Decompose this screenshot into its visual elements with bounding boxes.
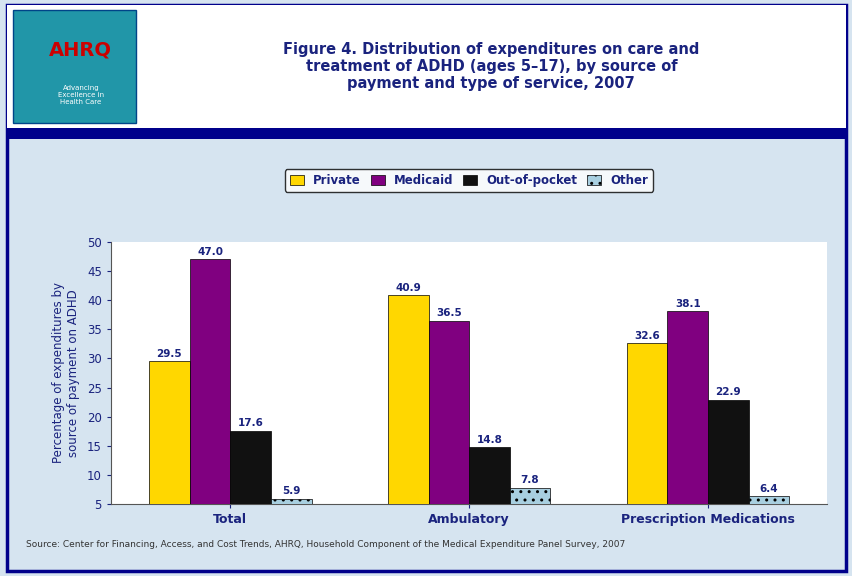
Bar: [707, 400, 748, 533]
Text: 29.5: 29.5: [157, 349, 182, 359]
Bar: [271, 499, 311, 533]
Bar: [509, 488, 550, 533]
Text: 5.9: 5.9: [282, 486, 300, 497]
Text: 6.4: 6.4: [758, 483, 777, 494]
Legend: Private, Medicaid, Out-of-pocket, Other: Private, Medicaid, Out-of-pocket, Other: [285, 169, 653, 192]
Bar: [428, 320, 469, 533]
Text: 14.8: 14.8: [476, 435, 502, 445]
Text: 32.6: 32.6: [634, 331, 659, 341]
Bar: [626, 343, 666, 533]
Bar: [7, 128, 845, 139]
Text: 38.1: 38.1: [674, 299, 699, 309]
Text: 22.9: 22.9: [715, 388, 740, 397]
Bar: [388, 295, 428, 533]
Bar: [7, 5, 845, 128]
Bar: [666, 311, 707, 533]
Bar: [469, 447, 509, 533]
Bar: [149, 361, 189, 533]
Text: AHRQ: AHRQ: [49, 40, 112, 59]
Bar: [748, 496, 788, 533]
Y-axis label: Percentage of expenditures by
source of payment on ADHD: Percentage of expenditures by source of …: [52, 282, 80, 464]
Text: 40.9: 40.9: [395, 283, 421, 293]
Text: 7.8: 7.8: [520, 475, 538, 486]
Bar: [189, 259, 230, 533]
Bar: [230, 431, 271, 533]
Text: Advancing
Excellence in
Health Care: Advancing Excellence in Health Care: [58, 85, 104, 105]
Bar: [13, 10, 136, 123]
Text: Source: Center for Financing, Access, and Cost Trends, AHRQ, Household Component: Source: Center for Financing, Access, an…: [26, 540, 625, 549]
Text: 36.5: 36.5: [435, 308, 461, 318]
Text: 17.6: 17.6: [238, 418, 263, 429]
Text: Figure 4. Distribution of expenditures on care and
treatment of ADHD (ages 5–17): Figure 4. Distribution of expenditures o…: [283, 41, 699, 92]
Text: 47.0: 47.0: [197, 247, 222, 257]
